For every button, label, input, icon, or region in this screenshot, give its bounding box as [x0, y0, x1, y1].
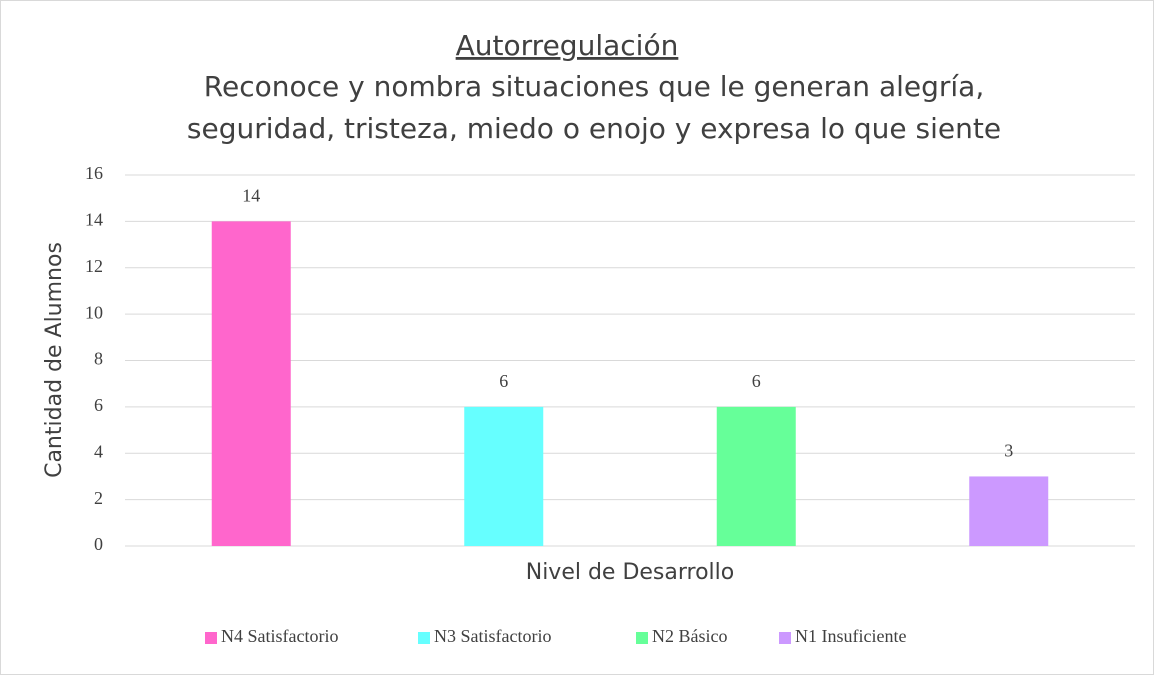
bar	[969, 476, 1049, 546]
y-tick-label: 12	[85, 256, 103, 276]
legend-swatch	[205, 632, 217, 644]
bar	[464, 406, 544, 546]
x-axis-label: Nivel de Desarrollo	[526, 560, 735, 585]
chart-subtitle: Reconoce y nombra situaciones que le gen…	[204, 70, 984, 103]
legend-label: N3 Satisfactorio	[434, 626, 551, 646]
y-tick-label: 8	[94, 349, 103, 369]
legend-label: N2 Básico	[652, 626, 728, 646]
y-tick-label: 6	[94, 395, 103, 415]
legend-swatch	[418, 632, 430, 644]
y-tick-label: 4	[94, 441, 103, 461]
y-tick-label: 16	[85, 163, 103, 183]
chart-subtitle: seguridad, tristeza, miedo o enojo y exp…	[187, 112, 1001, 145]
data-label: 6	[752, 371, 761, 391]
legend-swatch	[779, 632, 791, 644]
y-axis-label: Cantidad de Alumnos	[42, 242, 67, 478]
y-tick-label: 0	[94, 534, 103, 554]
legend-label: N1 Insuficiente	[795, 626, 906, 646]
chart-title: Autorregulación	[456, 29, 679, 62]
legend-swatch	[636, 632, 648, 644]
y-tick-label: 14	[85, 210, 103, 230]
bar	[211, 221, 291, 546]
y-tick-label: 10	[85, 302, 103, 322]
legend-label: N4 Satisfactorio	[221, 626, 338, 646]
y-tick-label: 2	[94, 488, 103, 508]
data-label: 3	[1004, 441, 1013, 461]
data-label: 6	[499, 371, 508, 391]
data-label: 14	[242, 186, 260, 206]
bar	[716, 406, 796, 546]
